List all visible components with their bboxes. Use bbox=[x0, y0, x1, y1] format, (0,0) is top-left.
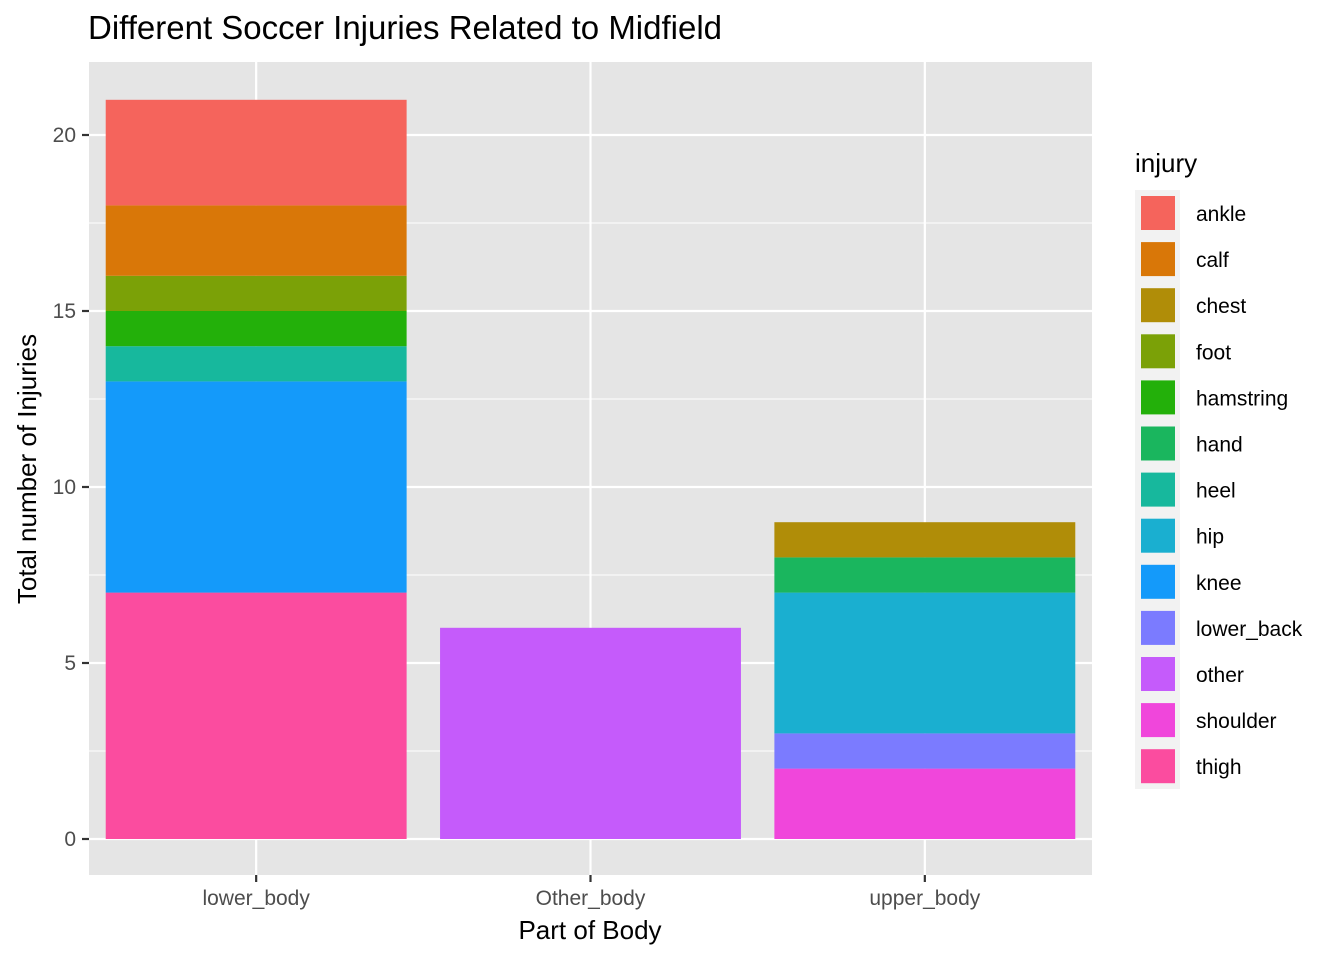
legend-key-calf bbox=[1141, 242, 1175, 277]
bar-segment-upper_body-hip bbox=[774, 592, 1076, 734]
x-axis-title: Part of Body bbox=[518, 915, 661, 945]
legend-key-other bbox=[1141, 657, 1175, 691]
legend-label-heel: heel bbox=[1196, 480, 1236, 503]
legend-label-calf: calf bbox=[1196, 249, 1229, 272]
bar-segment-lower_body-knee bbox=[105, 381, 407, 593]
bar-segment-lower_body-calf bbox=[105, 205, 407, 276]
legend-title: injury bbox=[1135, 148, 1197, 178]
legend-key-hand bbox=[1141, 426, 1175, 461]
legend-key-thigh bbox=[1141, 749, 1175, 784]
legend-key-foot bbox=[1141, 334, 1175, 369]
y-tick-label: 20 bbox=[53, 124, 76, 147]
legend-label-foot: foot bbox=[1196, 341, 1231, 364]
x-tick-label: Other_body bbox=[536, 887, 646, 910]
legend: injury ankle calf chest foot hamstring hand he… bbox=[1135, 148, 1303, 789]
chart-title: Different Soccer Injuries Related to Mid… bbox=[88, 9, 722, 46]
legend-label-hand: hand bbox=[1196, 434, 1243, 457]
legend-label-hip: hip bbox=[1196, 526, 1224, 549]
legend-label-other: other bbox=[1196, 664, 1244, 687]
bar-segment-lower_body-thigh bbox=[105, 592, 407, 839]
legend-key-hamstring bbox=[1141, 380, 1175, 415]
legend-label-thigh: thigh bbox=[1196, 756, 1242, 779]
y-tick-label: 0 bbox=[64, 828, 76, 851]
y-tick-label: 10 bbox=[53, 476, 76, 499]
legend-key-heel bbox=[1141, 472, 1175, 507]
legend-label-knee: knee bbox=[1196, 572, 1242, 595]
legend-key-shoulder bbox=[1141, 703, 1175, 738]
bar-segment-upper_body-lower_back bbox=[774, 733, 1076, 769]
y-axis-title: Total number of Injuries bbox=[12, 334, 42, 604]
legend-label-lower_back: lower_back bbox=[1196, 618, 1303, 641]
legend-key-knee bbox=[1141, 564, 1175, 599]
legend-key-ankle bbox=[1141, 196, 1175, 230]
bar-segment-upper_body-chest bbox=[774, 522, 1076, 558]
legend-label-hamstring: hamstring bbox=[1196, 387, 1288, 410]
bars bbox=[105, 99, 1076, 839]
bar-segment-lower_body-ankle bbox=[105, 99, 407, 206]
y-tick-label: 15 bbox=[53, 300, 76, 323]
bar-segment-lower_body-foot bbox=[105, 275, 407, 311]
bar-segment-Other_body-other bbox=[440, 627, 741, 839]
legend-key-chest bbox=[1141, 288, 1175, 323]
bar-segment-lower_body-heel bbox=[105, 346, 407, 382]
legend-key-lower_back bbox=[1141, 610, 1175, 645]
legend-label-chest: chest bbox=[1196, 295, 1246, 318]
y-tick-label: 5 bbox=[64, 652, 76, 675]
bar-segment-upper_body-hand bbox=[774, 557, 1076, 593]
x-tick-label: lower_body bbox=[202, 887, 310, 910]
bar-segment-lower_body-hamstring bbox=[105, 311, 407, 347]
bar-segment-upper_body-shoulder bbox=[774, 768, 1076, 839]
x-tick-label: upper_body bbox=[869, 887, 980, 910]
legend-key-hip bbox=[1141, 518, 1175, 553]
legend-label-shoulder: shoulder bbox=[1196, 710, 1277, 733]
axes: 0 5 10 15 20 lower_body Other_body upper_body bbox=[53, 124, 981, 910]
legend-label-ankle: ankle bbox=[1196, 203, 1246, 226]
